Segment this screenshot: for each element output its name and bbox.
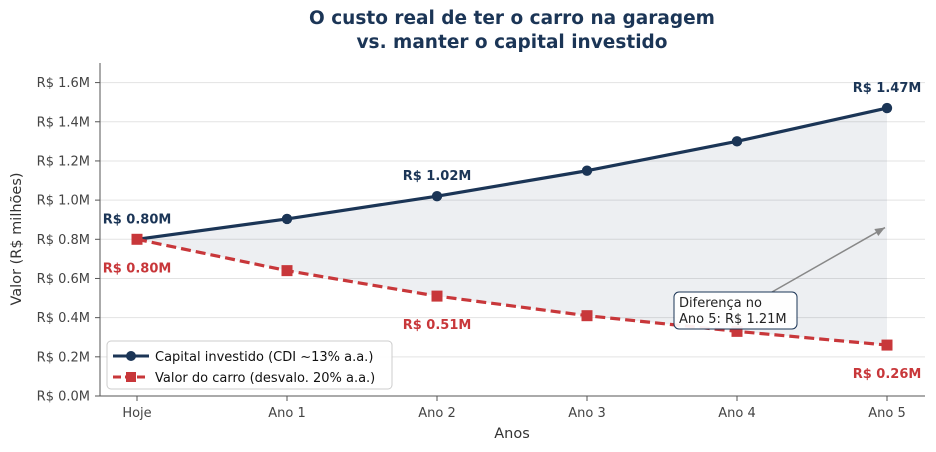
chart-title-line2: vs. manter o capital investido — [357, 32, 668, 53]
legend-label-capital: Capital investido (CDI ~13% a.a.) — [155, 350, 373, 365]
legend: Capital investido (CDI ~13% a.a.) Valor … — [106, 340, 393, 390]
y-tick-label: R$ 1.0M — [37, 194, 90, 209]
annotation-text-line2: Ano 5: R$ 1.21M — [679, 312, 787, 327]
difference-area-layer — [137, 108, 887, 346]
axes-layer: R$ 0.0M R$ 0.2M R$ 0.4M R$ 0.6M R$ 0.8M R$ 1.… — [37, 63, 925, 421]
data-point-car — [881, 339, 893, 351]
data-point-car — [581, 310, 593, 322]
legend-marker-car — [126, 372, 136, 382]
data-label: R$ 0.51M — [403, 318, 472, 333]
data-point-car — [281, 265, 293, 277]
y-tick-label: R$ 0.6M — [37, 272, 90, 287]
data-point-capital — [881, 102, 893, 114]
grid-layer — [100, 82, 925, 358]
legend-box — [106, 340, 393, 390]
data-point-capital — [431, 191, 443, 202]
x-tick-label: Ano 3 — [568, 406, 606, 421]
y-tick-label: R$ 0.0M — [37, 390, 90, 405]
data-label: R$ 1.02M — [403, 169, 472, 184]
annotation-box — [673, 291, 798, 330]
series-layer — [131, 102, 893, 351]
x-axis-label: Anos — [494, 426, 530, 442]
data-label: R$ 0.80M — [103, 261, 172, 276]
annotation-arrow-head — [874, 227, 885, 236]
annotation-text-line1: Diferença no — [679, 296, 762, 311]
chart-title-line1: O custo real de ter o carro na garagem — [309, 8, 715, 29]
data-label: R$ 0.80M — [103, 212, 172, 227]
x-tick-label: Ano 2 — [418, 406, 456, 421]
x-tick-label: Hoje — [122, 406, 151, 421]
data-point-capital — [731, 136, 743, 147]
data-labels-layer: R$ 0.80M R$ 1.02M R$ 1.47M R$ 0.80M R$ 0.51M… — [103, 81, 922, 382]
y-axis-label: Valor (R$ milhões) — [9, 172, 25, 305]
data-label: R$ 1.47M — [853, 81, 922, 96]
series-line-capital — [136, 106, 888, 241]
annotation-arrow-line — [771, 226, 886, 293]
x-tick-label: Ano 1 — [268, 406, 306, 421]
legend-marker-capital — [126, 351, 136, 361]
y-tick-label: R$ 0.8M — [37, 233, 90, 248]
x-tick-label: Ano 4 — [718, 406, 756, 421]
data-point-car — [431, 290, 443, 302]
data-point-car — [731, 325, 743, 337]
legend-label-car: Valor do carro (desvalo. 20% a.a.) — [155, 371, 375, 386]
y-tick-label: R$ 1.4M — [37, 115, 90, 130]
y-tick-label: R$ 0.2M — [37, 350, 90, 365]
data-point-capital — [281, 213, 293, 225]
data-label: R$ 0.26M — [853, 367, 922, 382]
y-tick-label: R$ 0.4M — [37, 311, 90, 326]
y-tick-label: R$ 1.6M — [37, 76, 90, 91]
x-tick-label: Ano 5 — [868, 406, 906, 421]
data-point-capital — [581, 165, 593, 176]
difference-area — [137, 108, 887, 346]
y-tick-label: R$ 1.2M — [37, 154, 90, 169]
series-line-car — [136, 237, 888, 347]
data-point-car — [131, 233, 143, 245]
